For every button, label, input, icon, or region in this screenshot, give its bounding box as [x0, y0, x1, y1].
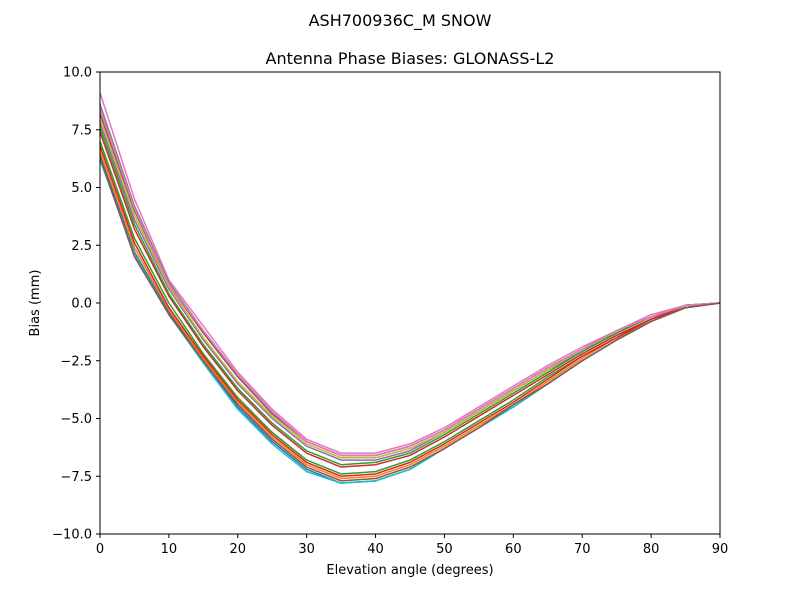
- x-tick-label: 10: [161, 542, 178, 557]
- x-tick-label: 20: [230, 542, 247, 557]
- x-tick-label: 80: [643, 542, 660, 557]
- series-line-5: [99, 122, 721, 461]
- y-tick-label: 2.5: [71, 239, 92, 254]
- series-line-7: [99, 92, 721, 454]
- series-line-4: [99, 131, 721, 468]
- series-line-9: [99, 117, 721, 459]
- y-tick-label: 5.0: [71, 181, 92, 196]
- x-tick-label: 40: [367, 542, 384, 557]
- x-tick-label: 0: [96, 542, 104, 557]
- y-tick-label: −5.0: [60, 412, 92, 427]
- series-line-2: [99, 150, 721, 480]
- x-axis-label: Elevation angle (degrees): [326, 563, 493, 578]
- series-line-11: [99, 145, 721, 477]
- chart-title: Antenna Phase Biases: GLONASS-L2: [266, 49, 555, 68]
- y-tick-label: 7.5: [71, 123, 92, 138]
- series-line-12: [99, 127, 721, 466]
- series-line-6: [99, 113, 721, 457]
- series-line-3: [99, 141, 721, 475]
- y-axis-label: Bias (mm): [28, 270, 43, 337]
- x-tick-label: 70: [574, 542, 591, 557]
- series-line-8: [99, 104, 721, 457]
- y-tick-label: 0.0: [71, 297, 92, 312]
- x-tick-label: 90: [712, 542, 729, 557]
- series-line-13: [99, 108, 721, 457]
- figure-suptitle: ASH700936C_M SNOW: [309, 11, 492, 31]
- x-tick-label: 60: [505, 542, 522, 557]
- series-line-14: [99, 157, 721, 482]
- y-tick-label: −2.5: [60, 354, 92, 369]
- series-group: [99, 92, 721, 484]
- y-tick-label: 10.0: [63, 66, 92, 81]
- y-tick-label: −10.0: [52, 528, 92, 543]
- y-tick-label: −7.5: [60, 470, 92, 485]
- plot-frame: [99, 71, 721, 535]
- x-tick-label: 50: [436, 542, 453, 557]
- ticks-group: 0 10 20 30 40 50 60 70 80 90 −10.0 −7.5 −5.0 −2.5 0.0 2…: [52, 66, 728, 558]
- x-tick-label: 30: [298, 542, 315, 557]
